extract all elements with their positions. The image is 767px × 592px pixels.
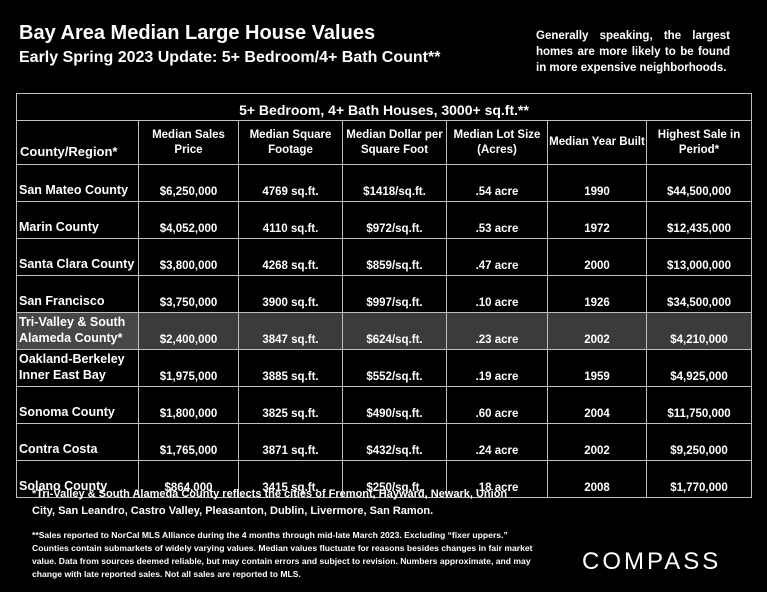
cell-price: $3,800,000 bbox=[138, 238, 239, 276]
cell-lot: .54 acre bbox=[446, 164, 548, 202]
cell-lot: .19 acre bbox=[446, 349, 548, 387]
cell-highest: $9,250,000 bbox=[645, 423, 753, 461]
cell-lot: .60 acre bbox=[446, 386, 548, 424]
column-header: Median Square Footage bbox=[238, 120, 343, 165]
cell-ppsf: $432/sq.ft. bbox=[342, 423, 447, 461]
cell-sqft: 3825 sq.ft. bbox=[238, 386, 343, 424]
cell-lot: .53 acre bbox=[446, 201, 548, 239]
cell-sqft: 3885 sq.ft. bbox=[238, 349, 343, 387]
table-row: Marin County $4,052,000 4110 sq.ft. $972/sq… bbox=[16, 201, 753, 239]
cell-lot: .24 acre bbox=[446, 423, 548, 461]
cell-year: 2008 bbox=[547, 460, 647, 498]
cell-region: Marin County bbox=[16, 201, 139, 239]
cell-highest: $34,500,000 bbox=[645, 275, 753, 313]
cell-lot: .47 acre bbox=[446, 238, 548, 276]
table-row: San Francisco $3,750,000 3900 sq.ft. $997/s… bbox=[16, 275, 753, 313]
column-header: Median Dollar per Square Foot bbox=[342, 120, 447, 165]
cell-sqft: 3847 sq.ft. bbox=[238, 312, 343, 350]
cell-region: Santa Clara County bbox=[16, 238, 139, 276]
cell-price: $4,052,000 bbox=[138, 201, 239, 239]
table-caption: 5+ Bedroom, 4+ Bath Houses, 3000+ sq.ft.… bbox=[15, 93, 753, 121]
cell-sqft: 3871 sq.ft. bbox=[238, 423, 343, 461]
table-row: San Mateo County $6,250,000 4769 sq.ft. $14… bbox=[16, 164, 753, 202]
cell-sqft: 4268 sq.ft. bbox=[238, 238, 343, 276]
cell-ppsf: $1418/sq.ft. bbox=[342, 164, 447, 202]
data-table: 5+ Bedroom, 4+ Bath Houses, 3000+ sq.ft.… bbox=[15, 93, 753, 498]
side-note: Generally speaking, the largest homes ar… bbox=[536, 30, 730, 74]
cell-region: Sonoma County bbox=[16, 386, 139, 424]
cell-lot: .23 acre bbox=[446, 312, 548, 350]
cell-highest: $13,000,000 bbox=[645, 238, 753, 276]
cell-region: Solano County bbox=[16, 460, 139, 498]
column-header: Median Sales Price bbox=[138, 120, 239, 165]
cell-highest: $4,210,000 bbox=[645, 312, 753, 350]
cell-price: $3,750,000 bbox=[138, 275, 239, 313]
cell-ppsf: $972/sq.ft. bbox=[342, 201, 447, 239]
cell-price: $2,400,000 bbox=[138, 312, 239, 350]
page-title: Bay Area Median Large House Values bbox=[19, 22, 376, 44]
cell-price: $1,765,000 bbox=[138, 423, 239, 461]
table-row: Sonoma County $1,800,000 3825 sq.ft. $490/s… bbox=[16, 386, 753, 424]
cell-region: Oakland-Berkeley Inner East Bay bbox=[16, 349, 139, 387]
cell-highest: $11,750,000 bbox=[645, 386, 753, 424]
cell-year: 2000 bbox=[547, 238, 647, 276]
table-row: Solano County $864,000 3415 sq.ft. $250/sq.… bbox=[16, 460, 753, 498]
cell-sqft: 4769 sq.ft. bbox=[238, 164, 343, 202]
cell-highest: $4,925,000 bbox=[645, 349, 753, 387]
cell-year: 1926 bbox=[547, 275, 647, 313]
data-footnote: **Sales reported to NorCal MLS Alliance … bbox=[32, 530, 533, 579]
table-row: Oakland-Berkeley Inner East Bay $1,975,00… bbox=[16, 349, 753, 387]
cell-year: 2004 bbox=[547, 386, 647, 424]
column-header: Median Year Built bbox=[547, 120, 647, 165]
cell-highest: $1,770,000 bbox=[645, 460, 753, 498]
cell-year: 1990 bbox=[547, 164, 647, 202]
column-header: Highest Sale in Period* bbox=[645, 120, 753, 165]
column-header: Median Lot Size (Acres) bbox=[446, 120, 548, 165]
cell-year: 2002 bbox=[547, 312, 647, 350]
cell-sqft: 4110 sq.ft. bbox=[238, 201, 343, 239]
table-row: Contra Costa $1,765,000 3871 sq.ft. $432/sq… bbox=[16, 423, 753, 461]
cell-ppsf: $997/sq.ft. bbox=[342, 275, 447, 313]
cell-ppsf: $552/sq.ft. bbox=[342, 349, 447, 387]
cell-highest: $12,435,000 bbox=[645, 201, 753, 239]
cell-region: San Francisco bbox=[16, 275, 139, 313]
cell-price: $1,975,000 bbox=[138, 349, 239, 387]
cell-price: $6,250,000 bbox=[138, 164, 239, 202]
cell-price: $864,000 bbox=[138, 460, 239, 498]
cell-ppsf: $250/sq.ft. bbox=[342, 460, 447, 498]
cell-region: San Mateo County bbox=[16, 164, 139, 202]
cell-lot: .10 acre bbox=[446, 275, 548, 313]
cell-region: Contra Costa bbox=[16, 423, 139, 461]
cell-price: $1,800,000 bbox=[138, 386, 239, 424]
region-footnote: *Tri-Valley & South Alameda County refle… bbox=[32, 488, 508, 517]
table-row: Tri-Valley & South Alameda County* $2,400… bbox=[16, 312, 753, 350]
cell-year: 2002 bbox=[547, 423, 647, 461]
cell-sqft: 3900 sq.ft. bbox=[238, 275, 343, 313]
compass-logo: COMPASS bbox=[582, 548, 722, 575]
cell-ppsf: $859/sq.ft. bbox=[342, 238, 447, 276]
cell-year: 1972 bbox=[547, 201, 647, 239]
table-row: Santa Clara County $3,800,000 4268 sq.ft. $… bbox=[16, 238, 753, 276]
cell-year: 1959 bbox=[547, 349, 647, 387]
page-subtitle: Early Spring 2023 Update: 5+ Bedroom/4+ … bbox=[19, 49, 441, 66]
cell-ppsf: $490/sq.ft. bbox=[342, 386, 447, 424]
cell-highest: $44,500,000 bbox=[645, 164, 753, 202]
cell-region: Tri-Valley & South Alameda County* bbox=[16, 312, 139, 350]
column-header: County/Region* bbox=[16, 120, 139, 165]
cell-ppsf: $624/sq.ft. bbox=[342, 312, 447, 350]
